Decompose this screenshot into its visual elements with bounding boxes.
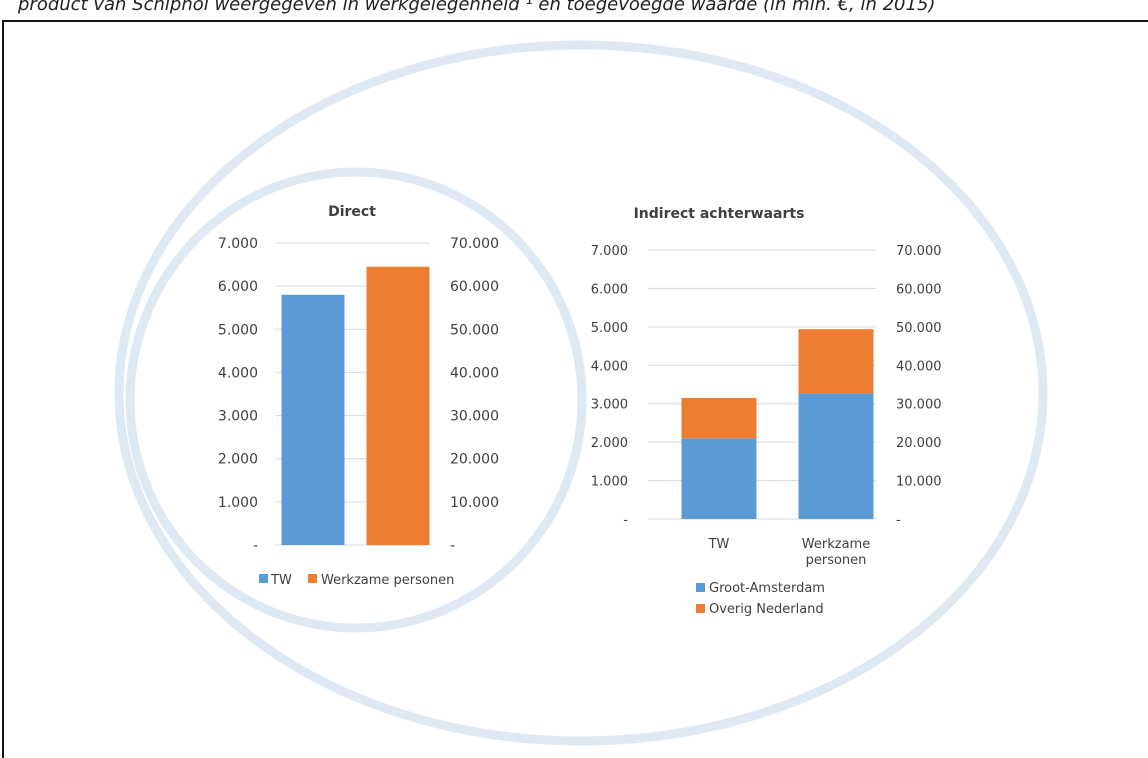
left-axis-tick-label: 5.000 bbox=[218, 322, 258, 338]
right-axis-tick-label: 30.000 bbox=[896, 398, 942, 413]
bar-tw bbox=[281, 294, 345, 545]
x-tick-label: TW bbox=[708, 537, 730, 552]
right-axis-tick-label: 10.000 bbox=[896, 475, 942, 490]
outer-ring bbox=[114, 40, 1048, 746]
right-axis-tick-label: - bbox=[450, 538, 455, 554]
left-axis-tick-label: - bbox=[623, 513, 628, 528]
legend: Groot-Amsterdam Overig Nederland bbox=[696, 581, 825, 617]
right-axis-tick-label: 10.000 bbox=[450, 495, 499, 511]
left-axis-tick-label: 3.000 bbox=[218, 409, 258, 425]
left-axis-tick-label: 2.000 bbox=[591, 436, 628, 451]
left-axis-tick-label: - bbox=[253, 538, 258, 554]
legend-swatch-groot-amsterdam bbox=[696, 583, 705, 592]
left-axis-tick-label: 4.000 bbox=[218, 365, 258, 381]
bar-segment-overig-nederland bbox=[681, 397, 757, 439]
right-axis-tick-label: 20.000 bbox=[896, 436, 942, 451]
legend-label-tw: TW bbox=[270, 573, 292, 588]
figure-caption: product van Schiphol weergegeven in werk… bbox=[18, 0, 936, 15]
legend-label-overig-nederland: Overig Nederland bbox=[709, 602, 824, 617]
right-axis-tick-label: 20.000 bbox=[450, 452, 499, 468]
left-axis-tick-label: 4.000 bbox=[591, 359, 628, 374]
bar-segment-groot-amsterdam bbox=[681, 438, 757, 519]
left-axis-tick-label: 2.000 bbox=[218, 452, 258, 468]
left-axis-tick-label: 1.000 bbox=[591, 475, 628, 490]
left-axis-tick-label: 1.000 bbox=[218, 495, 258, 511]
chart-title: Direct bbox=[328, 204, 376, 220]
right-axis-tick-label: 40.000 bbox=[450, 365, 499, 381]
right-axis-tick-label: 70.000 bbox=[450, 236, 499, 252]
frame-border-top bbox=[2, 20, 1148, 22]
indirect-chart: Indirect achterwaarts - - 1.000 10.000 2.000 2… bbox=[591, 206, 942, 617]
inner-ring bbox=[125, 167, 587, 633]
frame-border-left bbox=[2, 20, 4, 758]
legend-swatch-overig-nederland bbox=[696, 604, 705, 613]
right-axis-tick-label: 40.000 bbox=[896, 359, 942, 374]
left-axis-tick-label: 6.000 bbox=[591, 282, 628, 297]
legend: TW Werkzame personen bbox=[259, 573, 454, 588]
left-axis-tick-label: 5.000 bbox=[591, 321, 628, 336]
right-axis-tick-label: - bbox=[896, 513, 901, 528]
right-axis-tick-label: 50.000 bbox=[896, 321, 942, 336]
left-axis-tick-label: 3.000 bbox=[591, 398, 628, 413]
direct-chart: Direct - - 1.000 10.000 2.000 20.000 3.000 30.00… bbox=[218, 204, 499, 588]
x-tick-label: Werkzame bbox=[802, 537, 870, 552]
bar-werkzame-personen bbox=[366, 266, 430, 545]
legend-swatch-werkzame-personen bbox=[308, 574, 317, 583]
left-axis-tick-label: 7.000 bbox=[591, 244, 628, 259]
legend-label-werkzame-personen: Werkzame personen bbox=[321, 573, 454, 588]
legend-swatch-tw bbox=[259, 574, 268, 583]
right-axis-tick-label: 50.000 bbox=[450, 322, 499, 338]
x-tick-label: personen bbox=[806, 553, 867, 568]
right-axis-tick-label: 70.000 bbox=[896, 244, 942, 259]
right-axis-tick-label: 60.000 bbox=[450, 279, 499, 295]
right-axis-tick-label: 30.000 bbox=[450, 409, 499, 425]
left-axis-tick-label: 6.000 bbox=[218, 279, 258, 295]
legend-label-groot-amsterdam: Groot-Amsterdam bbox=[709, 581, 825, 596]
bar-segment-overig-nederland bbox=[798, 329, 874, 394]
chart-title: Indirect achterwaarts bbox=[634, 206, 805, 222]
left-axis-tick-label: 7.000 bbox=[218, 236, 258, 252]
right-axis-tick-label: 60.000 bbox=[896, 282, 942, 297]
bar-segment-groot-amsterdam bbox=[798, 393, 874, 519]
